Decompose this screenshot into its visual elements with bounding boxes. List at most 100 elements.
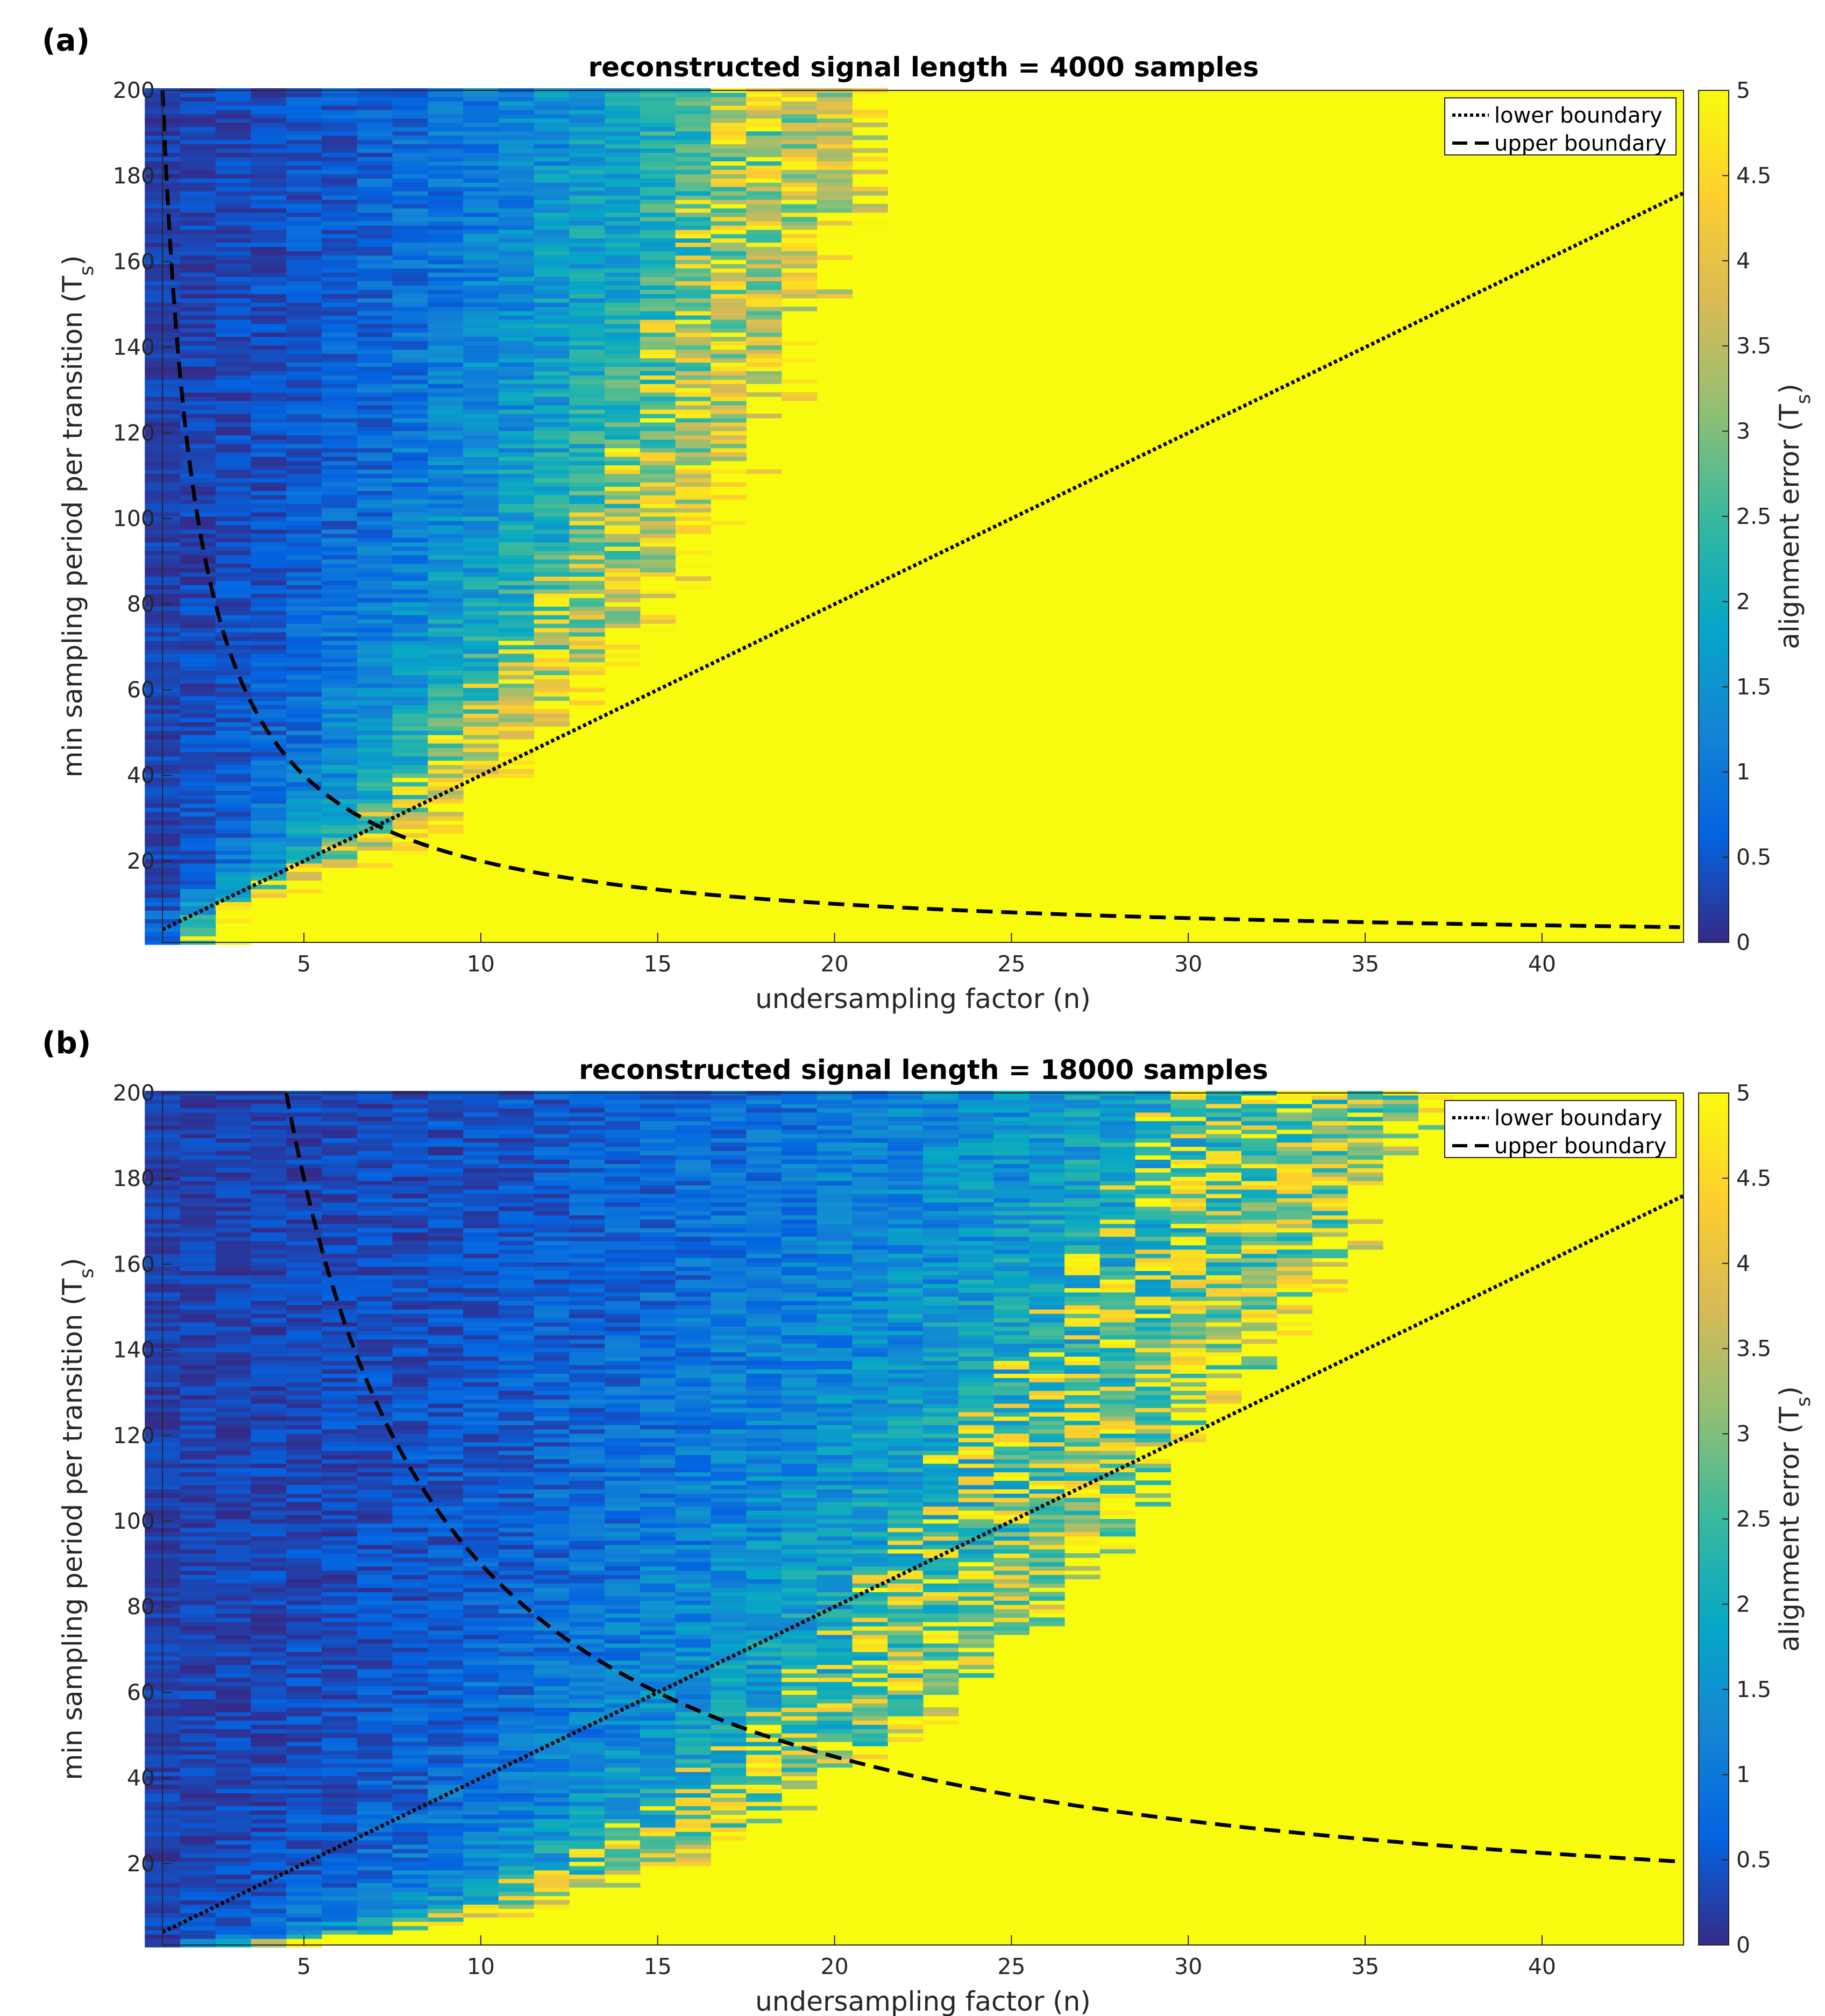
heatmap-cell: [499, 405, 534, 410]
heatmap-cell: [251, 654, 286, 658]
heatmap-cell: [534, 221, 570, 226]
heatmap-cell: [569, 491, 605, 495]
heatmap-cell: [393, 1904, 428, 1909]
heatmap-cell: [428, 457, 463, 462]
heatmap-cell: [216, 332, 251, 337]
heatmap-cell: [322, 765, 357, 770]
heatmap-cell: [428, 1819, 463, 1823]
heatmap-cell: [393, 1626, 428, 1631]
heatmap-cell: [782, 200, 817, 204]
heatmap-cell: [569, 538, 605, 543]
heatmap-cell: [463, 765, 499, 770]
heatmap-cell: [251, 1785, 286, 1790]
heatmap-cell: [286, 1635, 322, 1639]
heatmap-cell: [782, 1600, 817, 1605]
heatmap-cell: [499, 572, 534, 577]
heatmap-cell: [463, 1849, 499, 1854]
heatmap-cell: [782, 1742, 817, 1747]
heatmap-cell: [428, 362, 463, 367]
heatmap-cell: [357, 679, 393, 684]
heatmap-cell: [887, 1541, 923, 1545]
heatmap-cell: [853, 1686, 888, 1691]
heatmap-cell: [499, 709, 534, 714]
heatmap-cell: [782, 191, 817, 196]
heatmap-cell: [711, 431, 746, 436]
heatmap-cell: [782, 225, 817, 230]
heatmap-cell: [251, 1596, 286, 1601]
heatmap-cell: [180, 555, 216, 560]
heatmap-cell: [286, 358, 322, 363]
heatmap-cell: [711, 320, 746, 324]
heatmap-cell: [746, 1785, 782, 1790]
heatmap-cell: [180, 794, 216, 799]
heatmap-cell: [534, 337, 570, 342]
heatmap-cell: [711, 1626, 746, 1631]
heatmap-cell: [817, 1733, 853, 1738]
heatmap-cell: [640, 195, 676, 200]
heatmap-cell: [357, 110, 393, 115]
heatmap-cell: [958, 1600, 994, 1605]
heatmap-cell: [357, 461, 393, 466]
heatmap-cell: [605, 1682, 640, 1687]
heatmap-cell: [534, 1639, 570, 1644]
heatmap-cell: [994, 1630, 1029, 1635]
heatmap-cell: [322, 422, 357, 427]
heatmap-cell: [640, 152, 676, 157]
heatmap-cell: [286, 855, 322, 860]
heatmap-cell: [463, 230, 499, 235]
heatmap-cell: [428, 225, 463, 230]
heatmap-cell: [817, 1694, 853, 1699]
heatmap-cell: [180, 409, 216, 414]
heatmap-cell: [605, 508, 640, 513]
heatmap-cell: [428, 1746, 463, 1751]
heatmap-cell: [322, 1767, 357, 1772]
heatmap-cell: [322, 1600, 357, 1605]
heatmap-cell: [463, 1904, 499, 1909]
heatmap-cell: [676, 212, 711, 217]
heatmap-cell: [605, 341, 640, 346]
heatmap-cell: [782, 217, 817, 222]
heatmap-cell: [1064, 1575, 1100, 1580]
heatmap-cell: [428, 131, 463, 136]
heatmap-cell: [676, 392, 711, 397]
heatmap-cell: [534, 1558, 570, 1563]
heatmap-cell: [746, 392, 782, 397]
heatmap-cell: [286, 606, 322, 611]
heatmap-cell: [923, 1549, 958, 1554]
heatmap-cell: [499, 358, 534, 363]
heatmap-cell: [322, 431, 357, 436]
heatmap-cell: [393, 1673, 428, 1678]
heatmap-cell: [534, 332, 570, 337]
heatmap-cell: [286, 1921, 322, 1926]
heatmap-cell: [569, 525, 605, 530]
heatmap-cell: [251, 1832, 286, 1836]
heatmap-cell: [782, 1737, 817, 1742]
heatmap-cell: [676, 503, 711, 508]
heatmap-cell: [463, 1797, 499, 1802]
heatmap-cell: [393, 272, 428, 277]
heatmap-cell: [251, 1519, 286, 1524]
heatmap-cell: [393, 705, 428, 709]
heatmap-cell: [180, 623, 216, 628]
heatmap-cell: [393, 388, 428, 393]
heatmap-cell: [216, 769, 251, 774]
heatmap-cell: [499, 495, 534, 500]
heatmap-cell: [463, 1806, 499, 1811]
heatmap-cell: [887, 1678, 923, 1683]
heatmap-cell: [286, 658, 322, 663]
heatmap-cell: [180, 825, 216, 829]
heatmap-cell: [958, 1630, 994, 1635]
heatmap-cell: [286, 409, 322, 414]
heatmap-cell: [499, 234, 534, 239]
heatmap-cell: [357, 1558, 393, 1563]
heatmap-cell: [357, 790, 393, 795]
heatmap-cell: [711, 1532, 746, 1537]
heatmap-cell: [180, 337, 216, 342]
heatmap-cell: [286, 384, 322, 388]
heatmap-cell: [286, 1639, 322, 1644]
heatmap-cell: [286, 1887, 322, 1892]
heatmap-cell: [676, 1763, 711, 1768]
heatmap-cell: [463, 1810, 499, 1815]
heatmap-cell: [251, 580, 286, 585]
heatmap-cell: [569, 324, 605, 329]
